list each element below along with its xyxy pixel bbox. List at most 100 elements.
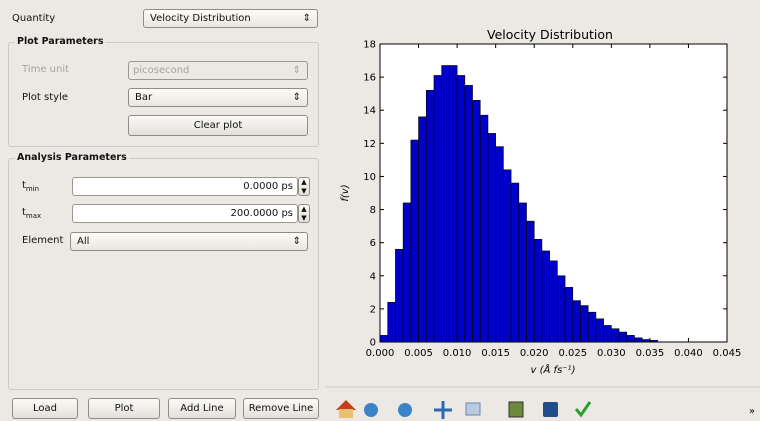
combo-arrow: ⇕: [292, 65, 301, 76]
y-tick-label: 16: [363, 73, 376, 84]
save-button[interactable]: [543, 402, 558, 417]
bar: [395, 248, 404, 343]
bar: [479, 114, 489, 343]
x-tick-label: 0.040: [674, 348, 703, 359]
x-tick-label: 0.010: [443, 348, 472, 359]
bar: [618, 331, 628, 343]
tmax-sub: max: [25, 212, 42, 220]
bar: [510, 182, 520, 343]
bar: [472, 99, 481, 343]
load-button[interactable]: Load: [12, 398, 78, 419]
tmax-base: t: [22, 207, 26, 218]
apply-button[interactable]: [574, 401, 592, 418]
bar: [557, 275, 566, 343]
analysis-parameters-group: [8, 158, 319, 390]
clear-plot-button[interactable]: Clear plot: [128, 115, 308, 136]
bar: [433, 75, 442, 343]
bar: [425, 90, 435, 343]
element-combo[interactable]: All ⇕: [70, 232, 308, 251]
subplots-button[interactable]: [508, 401, 524, 418]
combo-arrow: ⇕: [292, 92, 301, 103]
chart-title: Velocity Distribution: [487, 27, 613, 42]
bar: [464, 85, 473, 343]
y-axis-label: f(v): [340, 184, 351, 201]
y-tick-label: 18: [363, 40, 376, 51]
y-tick-label: 4: [370, 271, 376, 282]
bar: [449, 65, 458, 343]
time-unit-label: Time unit: [22, 64, 70, 75]
y-tick-label: 0: [370, 338, 376, 349]
plot-style-combo[interactable]: Bar ⇕: [128, 88, 308, 107]
x-tick-label: 0.045: [713, 348, 742, 359]
element-label: Element: [22, 235, 64, 246]
bar: [603, 325, 612, 343]
bar: [487, 133, 496, 343]
x-tick-label: 0.015: [481, 348, 510, 359]
bar: [549, 260, 558, 343]
combo-arrow: ⇕: [292, 236, 301, 247]
bar: [410, 139, 419, 343]
element-value: All: [77, 236, 90, 247]
bar: [533, 239, 543, 343]
plot-parameters-group: [8, 42, 319, 147]
bar: [402, 202, 412, 343]
bar: [418, 116, 427, 343]
time-unit-value: picosecond: [133, 65, 190, 76]
x-tick-label: 0.005: [404, 348, 433, 359]
bar: [456, 75, 466, 343]
bar: [611, 328, 620, 343]
bar: [503, 169, 512, 343]
tmin-spinner[interactable]: ▲ ▼: [298, 177, 310, 196]
remove-line-button[interactable]: Remove Line: [243, 398, 319, 419]
bar: [495, 146, 504, 343]
plot-style-value: Bar: [135, 92, 153, 103]
group-title: Analysis Parameters: [15, 152, 129, 163]
toolbar: »: [325, 386, 760, 419]
x-axis-label: v (Å fs⁻¹): [531, 363, 576, 376]
x-tick-label: 0.030: [597, 348, 626, 359]
bar: [634, 337, 643, 343]
tmax-spinner[interactable]: ▲ ▼: [298, 204, 310, 223]
tmin-input[interactable]: 0.0000 ps: [72, 177, 298, 196]
bar: [587, 311, 597, 343]
tmin-sub: min: [25, 185, 40, 193]
add-line-button[interactable]: Add Line: [168, 398, 236, 419]
bar: [572, 300, 581, 343]
combo-arrow: ⇕: [302, 13, 311, 24]
bar: [541, 250, 550, 343]
y-tick-label: 10: [363, 172, 376, 183]
toolbar-overflow[interactable]: »: [749, 406, 755, 417]
x-tick-label: 0.035: [636, 348, 665, 359]
bar: [564, 287, 574, 343]
bar: [526, 220, 535, 343]
quantity-label: Quantity: [12, 13, 56, 24]
bar: [518, 202, 527, 343]
tmax-input[interactable]: 200.0000 ps: [72, 204, 298, 223]
zoom-button[interactable]: [465, 402, 481, 416]
x-tick-label: 0.025: [558, 348, 587, 359]
bar: [595, 318, 604, 343]
bar: [441, 65, 450, 343]
forward-button[interactable]: [398, 403, 412, 417]
back-button[interactable]: [364, 403, 378, 417]
plot-button[interactable]: Plot: [88, 398, 160, 419]
home-button[interactable]: [336, 400, 356, 418]
tmax-label: tmax: [22, 207, 41, 222]
bar: [580, 305, 589, 343]
group-title: Plot Parameters: [15, 36, 106, 47]
y-tick-label: 2: [370, 304, 376, 315]
tmin-label: tmin: [22, 180, 39, 195]
plot-style-label: Plot style: [22, 92, 69, 103]
bar: [641, 339, 651, 343]
pan-button[interactable]: [434, 401, 452, 419]
bar: [379, 335, 389, 343]
x-tick-label: 0.000: [366, 348, 395, 359]
y-tick-label: 6: [370, 238, 376, 249]
quantity-combo[interactable]: Velocity Distribution ⇕: [143, 9, 318, 28]
bar: [387, 301, 396, 343]
quantity-value: Velocity Distribution: [150, 13, 251, 24]
bar: [626, 335, 635, 343]
y-tick-label: 12: [363, 139, 376, 150]
